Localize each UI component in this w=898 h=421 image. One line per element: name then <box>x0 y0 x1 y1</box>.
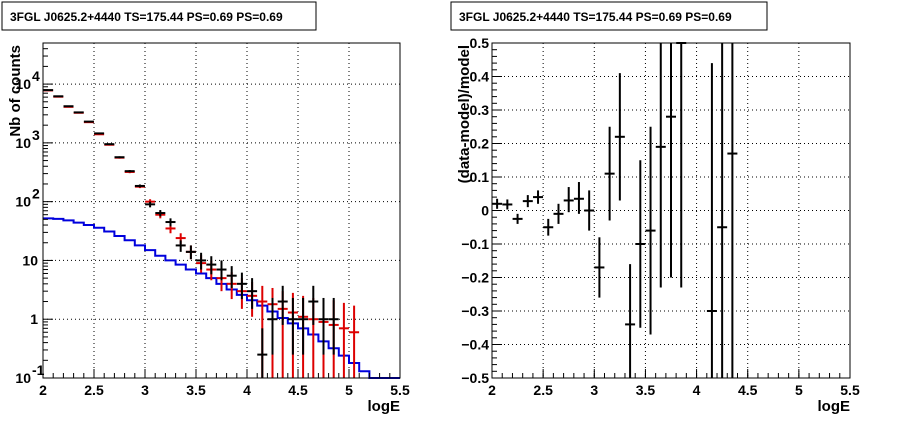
left-ytick-label: 10 <box>15 370 31 386</box>
right-xtick-label: 5 <box>795 382 803 398</box>
left-xtick-label: 3.5 <box>186 382 206 398</box>
left-plot: 3FGL J0625.2+4440 TS=175.44 PS=0.69 PS=0… <box>1 1 410 415</box>
left-ytick-label: 1 <box>30 311 38 327</box>
right-xtick-label: 2.5 <box>533 382 553 398</box>
left-xlabel: logE <box>368 398 401 415</box>
right-ytick-label: 0.5 <box>470 35 490 51</box>
right-ytick-label: −0.3 <box>461 303 489 319</box>
right-ylabel: (data-model)/model <box>456 45 473 183</box>
right-residual-points <box>492 42 738 378</box>
left-ytick-label: 10 <box>22 252 38 268</box>
left-xtick-label: 4.5 <box>288 382 308 398</box>
left-ytick-label: 10 <box>15 135 31 151</box>
right-ytick-label: 0.2 <box>470 136 490 152</box>
right-xtick-label: 2 <box>488 382 496 398</box>
right-axes: 2 2.5 3 3.5 4 4.5 5 5.5 −0.5 −0.4 −0.3 −0.2 −0.1 0 0.1… <box>461 35 860 398</box>
right-title-box <box>450 1 768 31</box>
right-xtick-label: 5.5 <box>840 382 860 398</box>
left-model-step-line <box>43 217 400 379</box>
left-model-histogram <box>43 217 400 379</box>
right-ytick-label: 0 <box>481 203 489 219</box>
right-ytick-label: 0.3 <box>470 102 490 118</box>
left-ytick-label: 10 <box>15 76 31 92</box>
right-ytick-label: −0.1 <box>461 236 489 252</box>
left-xtick-label: 5.5 <box>390 382 410 398</box>
left-xtick-label: 2.5 <box>84 382 104 398</box>
right-xlabel: logE <box>818 398 851 415</box>
right-xtick-label: 4 <box>693 382 701 398</box>
right-title: 3FGL J0625.2+4440 TS=175.44 PS=0.69 PS=0… <box>459 10 732 24</box>
left-title-box <box>1 1 317 31</box>
right-plot: 3FGL J0625.2+4440 TS=175.44 PS=0.69 PS=0… <box>450 1 860 415</box>
right-ytick-label: 0.1 <box>470 169 490 185</box>
left-ytick-label: 10 <box>15 194 31 210</box>
left-ytick-exponent: 3 <box>32 127 40 143</box>
right-ytick-label: −0.4 <box>461 337 489 353</box>
left-ytick-exponent: 4 <box>32 68 40 84</box>
right-xtick-label: 4.5 <box>738 382 758 398</box>
left-ylabel: Nb of counts <box>7 45 24 137</box>
left-data-points <box>43 89 339 378</box>
right-xtick-label: 3 <box>590 382 598 398</box>
left-ytick-exponent: -1 <box>32 362 45 378</box>
left-xtick-label: 3 <box>141 382 149 398</box>
right-ytick-label: 0.4 <box>470 69 490 85</box>
right-xtick-label: 3.5 <box>636 382 656 398</box>
right-ytick-label: −0.2 <box>461 270 489 286</box>
left-title: 3FGL J0625.2+4440 TS=175.44 PS=0.69 PS=0… <box>10 10 283 24</box>
left-xtick-label: 5 <box>345 382 353 398</box>
left-xtick-label: 2 <box>39 382 47 398</box>
left-ytick-exponent: 2 <box>32 186 40 202</box>
left-xtick-label: 4 <box>243 382 251 398</box>
right-ytick-label: −0.5 <box>461 370 489 386</box>
